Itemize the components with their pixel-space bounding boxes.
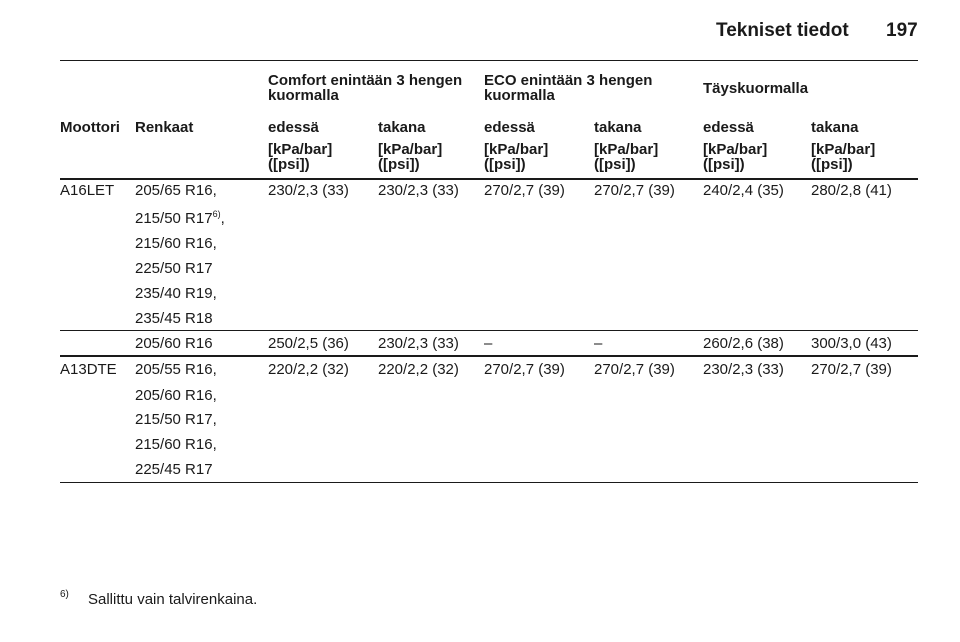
tyre: 215/50 R176), — [135, 209, 225, 227]
tyre: 215/50 R17, — [135, 411, 217, 428]
tyre: 205/65 R16, — [135, 182, 217, 199]
pressure: 270/2,7 (39) — [484, 182, 565, 199]
tyre: 225/45 R17 — [135, 461, 213, 478]
unit: [kPa/bar] — [378, 141, 443, 158]
page-number: 197 — [886, 20, 918, 41]
column-header: Renkaat — [135, 119, 194, 136]
pressure: 220/2,2 (32) — [378, 361, 459, 378]
unit: ([psi]) — [811, 156, 853, 173]
engine: A16LET — [60, 182, 115, 199]
unit: ([psi]) — [703, 156, 745, 173]
column-header: edessä — [268, 119, 319, 136]
pressure: – — [594, 335, 603, 352]
column-header: takana — [378, 119, 426, 136]
footnote-mark: 6) — [60, 589, 69, 600]
tyre-text: 215/50 R17 — [135, 210, 213, 227]
unit: ([psi]) — [378, 156, 420, 173]
unit: ([psi]) — [594, 156, 636, 173]
footnote-text: Sallittu vain talvirenkaina. — [88, 591, 258, 608]
unit: ([psi]) — [484, 156, 526, 173]
tyre: 225/50 R17 — [135, 260, 213, 277]
tyre: 205/60 R16 — [135, 335, 213, 352]
column-header: Moottori — [60, 119, 120, 136]
column-header: edessä — [484, 119, 535, 136]
unit: [kPa/bar] — [594, 141, 659, 158]
rule — [60, 355, 918, 357]
unit: ([psi]) — [268, 156, 310, 173]
pressure: 230/2,3 (33) — [268, 182, 349, 199]
pressure: 270/2,7 (39) — [811, 361, 892, 378]
rule — [60, 330, 918, 331]
column-header: takana — [811, 119, 859, 136]
column-header: edessä — [703, 119, 754, 136]
rule — [60, 482, 918, 483]
pressure: – — [484, 335, 493, 352]
pressure: 230/2,3 (33) — [703, 361, 784, 378]
group-header: Täyskuormalla — [703, 80, 809, 97]
pressure: 270/2,7 (39) — [594, 361, 675, 378]
pressure: 240/2,4 (35) — [703, 182, 784, 199]
unit: [kPa/bar] — [484, 141, 549, 158]
engine: A13DTE — [60, 361, 117, 378]
tyre-suffix: , — [220, 210, 225, 227]
rule — [60, 60, 918, 61]
unit: [kPa/bar] — [811, 141, 876, 158]
page-title: Tekniset tiedot — [716, 20, 849, 41]
pressure: 230/2,3 (33) — [378, 335, 459, 352]
tyre: 235/45 R18 — [135, 310, 213, 327]
group-header: Comfort enintään 3 hengen kuormalla — [268, 72, 463, 104]
pressure: 270/2,7 (39) — [594, 182, 675, 199]
group-header: ECO enintään 3 hengen kuormalla — [484, 72, 653, 104]
tyre: 215/60 R16, — [135, 235, 217, 252]
footnote-ref: 6) — [212, 209, 221, 219]
pressure: 280/2,8 (41) — [811, 182, 892, 199]
tyre: 215/60 R16, — [135, 436, 217, 453]
pressure: 270/2,7 (39) — [484, 361, 565, 378]
pressure: 220/2,2 (32) — [268, 361, 349, 378]
tyre: 205/55 R16, — [135, 361, 217, 378]
pressure: 300/3,0 (43) — [811, 335, 892, 352]
column-header: takana — [594, 119, 642, 136]
tyre: 205/60 R16, — [135, 387, 217, 404]
rule — [60, 178, 918, 180]
tyre: 235/40 R19, — [135, 285, 217, 302]
unit: [kPa/bar] — [703, 141, 768, 158]
unit: [kPa/bar] — [268, 141, 333, 158]
pressure: 250/2,5 (36) — [268, 335, 349, 352]
pressure: 260/2,6 (38) — [703, 335, 784, 352]
pressure: 230/2,3 (33) — [378, 182, 459, 199]
